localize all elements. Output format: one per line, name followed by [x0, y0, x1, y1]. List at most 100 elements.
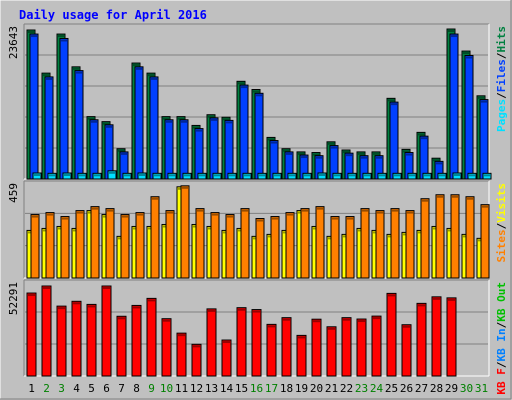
- bar-pages-day-15: [242, 172, 252, 180]
- bar-sites-day-8: [135, 212, 145, 279]
- x-tick-label: 23: [355, 382, 368, 395]
- x-tick-label: 7: [118, 382, 125, 395]
- bar-pages-day-4: [77, 172, 87, 180]
- x-tick-label: 4: [73, 382, 80, 395]
- legend: KB F/KB In/KB Out: [495, 282, 508, 395]
- chart-panels: 23643Pages/Files/Hits459Sites/Visits5229…: [7, 23, 508, 395]
- x-tick-label: 24: [370, 382, 384, 395]
- bar-files-day-9: [149, 76, 159, 180]
- bar-pages-day-17: [272, 172, 282, 180]
- bar-sites-day-19: [300, 208, 310, 279]
- axis-max-label: 52291: [7, 282, 20, 315]
- bar-sites-day-15: [240, 208, 250, 279]
- x-tick-label: 1: [28, 382, 35, 395]
- bar-files-day-15: [239, 84, 249, 180]
- bar-pages-day-5: [92, 172, 102, 180]
- bar-files-day-10: [164, 119, 174, 180]
- legend-entry: Hits: [495, 26, 508, 53]
- bar-pages-day-21: [332, 172, 342, 180]
- legend-entry: Visits: [495, 183, 508, 223]
- legend-entry: Files: [495, 59, 508, 92]
- bar-kbytes-day-11: [176, 332, 187, 377]
- x-tick-label: 6: [103, 382, 110, 395]
- x-tick-label: 13: [205, 382, 218, 395]
- bar-kbytes-day-16: [251, 309, 262, 377]
- legend-entry: Sites: [495, 229, 508, 262]
- bar-pages-day-1: [32, 172, 42, 180]
- bar-kbytes-day-24: [371, 315, 382, 377]
- legend: Sites/Visits: [495, 183, 508, 263]
- bar-pages-day-12: [197, 172, 207, 180]
- bar-kbytes-day-26: [401, 324, 412, 377]
- bar-kbytes-day-22: [341, 317, 352, 377]
- bar-files-day-12: [194, 128, 204, 180]
- bar-sites-day-30: [465, 196, 475, 279]
- x-tick-label: 26: [400, 382, 413, 395]
- legend-entry: /: [495, 92, 508, 99]
- bar-files-day-29: [449, 33, 459, 180]
- bar-files-day-16: [254, 92, 264, 180]
- kbytes_panel: 52291 KB F/KB In/KB Out: [7, 279, 508, 395]
- bar-pages-day-9: [152, 172, 162, 180]
- bar-pages-day-18: [287, 172, 297, 180]
- bar-kbytes-day-9: [146, 297, 157, 377]
- bar-pages-day-22: [347, 172, 357, 180]
- bar-kbytes-day-12: [191, 343, 202, 377]
- x-tick-label: 2: [43, 382, 50, 395]
- bar-sites-day-27: [420, 198, 430, 279]
- x-tick-label: 9: [148, 382, 155, 395]
- bar-sites-day-1: [30, 214, 40, 279]
- legend-entry: /: [495, 222, 508, 229]
- bar-pages-day-14: [227, 172, 237, 180]
- bar-sites-day-14: [225, 214, 235, 279]
- x-tick-label: 17: [265, 382, 278, 395]
- x-tick-label: 30: [460, 382, 473, 395]
- bar-kbytes-day-27: [416, 302, 427, 377]
- bar-pages-day-23: [362, 172, 372, 180]
- bar-sites-day-29: [450, 194, 460, 279]
- bar-sites-day-23: [360, 208, 370, 279]
- bar-kbytes-day-4: [71, 300, 82, 377]
- bar-kbytes-day-19: [296, 334, 307, 377]
- x-tick-label: 10: [160, 382, 173, 395]
- x-tick-label: 22: [340, 382, 353, 395]
- bar-files-day-5: [89, 119, 99, 180]
- bar-pages-day-11: [182, 172, 192, 180]
- bar-pages-day-28: [437, 172, 447, 180]
- visits_panel: 459 Sites/Visits: [7, 180, 508, 279]
- bar-pages-day-25: [392, 172, 402, 180]
- bar-kbytes-day-8: [131, 304, 142, 377]
- x-tick-label: 12: [190, 382, 203, 395]
- x-tick-label: 3: [58, 382, 65, 395]
- bar-pages-day-13: [212, 172, 222, 180]
- x-tick-label: 18: [280, 382, 293, 395]
- bar-files-day-14: [224, 119, 234, 180]
- legend-entry: /: [495, 361, 508, 368]
- bar-files-day-2: [44, 76, 54, 180]
- bar-sites-day-26: [405, 210, 415, 279]
- bar-kbytes-day-3: [56, 305, 67, 377]
- bar-pages-day-19: [302, 172, 312, 180]
- bar-sites-day-22: [345, 216, 355, 279]
- bar-pages-day-3: [62, 172, 72, 180]
- x-tick-label: 31: [475, 382, 488, 395]
- bar-sites-day-3: [60, 216, 70, 279]
- bar-sites-day-11: [180, 185, 190, 279]
- bar-files-day-11: [179, 119, 189, 180]
- chart-title: Daily usage for April 2016: [19, 8, 207, 22]
- bar-sites-day-10: [165, 210, 175, 279]
- x-tick-label: 11: [175, 382, 188, 395]
- bar-kbytes-day-14: [221, 339, 232, 377]
- bar-files-day-8: [134, 66, 144, 180]
- bar-sites-day-21: [330, 216, 340, 279]
- bar-kbytes-day-28: [431, 296, 442, 377]
- bar-kbytes-day-20: [311, 318, 322, 377]
- x-tick-label: 29: [445, 382, 458, 395]
- bar-files-day-31: [479, 99, 489, 180]
- bar-sites-day-5: [90, 206, 100, 279]
- x-tick-label: 14: [220, 382, 234, 395]
- legend-entry: /: [495, 321, 508, 328]
- bar-kbytes-day-10: [161, 318, 172, 377]
- axis-max-label: 459: [7, 183, 20, 203]
